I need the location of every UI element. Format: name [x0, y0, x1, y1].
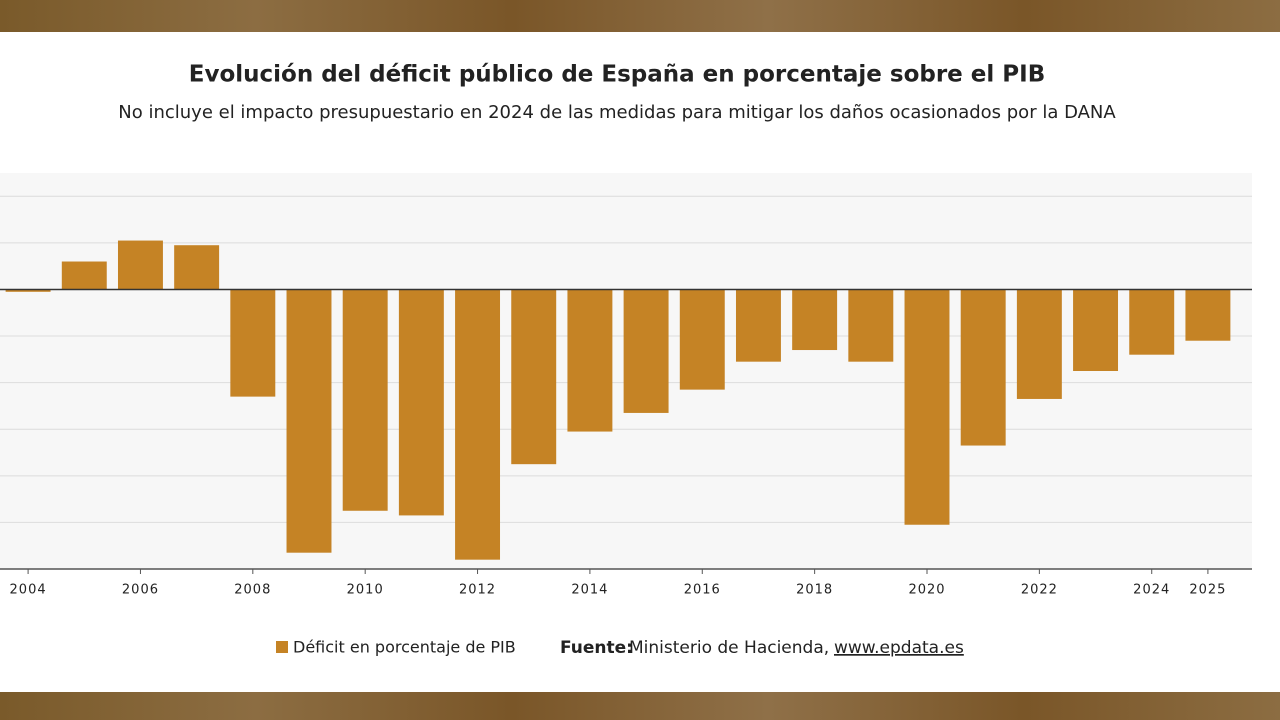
bar	[286, 289, 332, 553]
x-tick-label: 2022	[1021, 583, 1058, 598]
bar	[174, 245, 220, 290]
source-label: Fuente:	[560, 638, 633, 658]
bar	[960, 289, 1006, 446]
bar	[117, 240, 163, 290]
x-tick-label: 2008	[234, 583, 271, 598]
source-text: Ministerio de Hacienda,	[629, 638, 829, 658]
x-tick-label: 2016	[684, 583, 721, 598]
bar	[230, 289, 276, 397]
bar	[1073, 289, 1119, 371]
bar	[792, 289, 838, 351]
x-tick-label: 2006	[122, 583, 159, 598]
legend-swatch	[276, 641, 288, 653]
bar	[904, 289, 950, 525]
x-tick-label: 2025	[1189, 583, 1226, 598]
bar	[1129, 289, 1175, 355]
x-tick-label: 2010	[347, 583, 384, 598]
bar	[679, 289, 725, 390]
bar	[567, 289, 613, 432]
bar	[735, 289, 781, 362]
bar	[623, 289, 669, 413]
x-tick-label: 2018	[796, 583, 833, 598]
bottom-band	[0, 692, 1280, 720]
bar	[455, 289, 501, 560]
bar	[342, 289, 388, 511]
bar	[61, 261, 107, 290]
chart-title: Evolución del déficit público de España …	[189, 62, 1045, 88]
source-link[interactable]: www.epdata.es	[834, 638, 964, 658]
bar	[511, 289, 557, 465]
x-tick-label: 2004	[10, 583, 47, 598]
x-tick-label: 2014	[571, 583, 608, 598]
x-tick-label: 2020	[908, 583, 945, 598]
bar	[848, 289, 894, 362]
top-band	[0, 0, 1280, 32]
x-tick-label: 2024	[1133, 583, 1170, 598]
bar	[1016, 289, 1062, 399]
x-tick-label: 2012	[459, 583, 496, 598]
legend-label: Déficit en porcentaje de PIB	[293, 638, 516, 657]
bar	[5, 289, 51, 292]
bar	[1185, 289, 1231, 341]
chart-subtitle: No incluye el impacto presupuestario en …	[118, 102, 1116, 123]
bar	[398, 289, 444, 516]
